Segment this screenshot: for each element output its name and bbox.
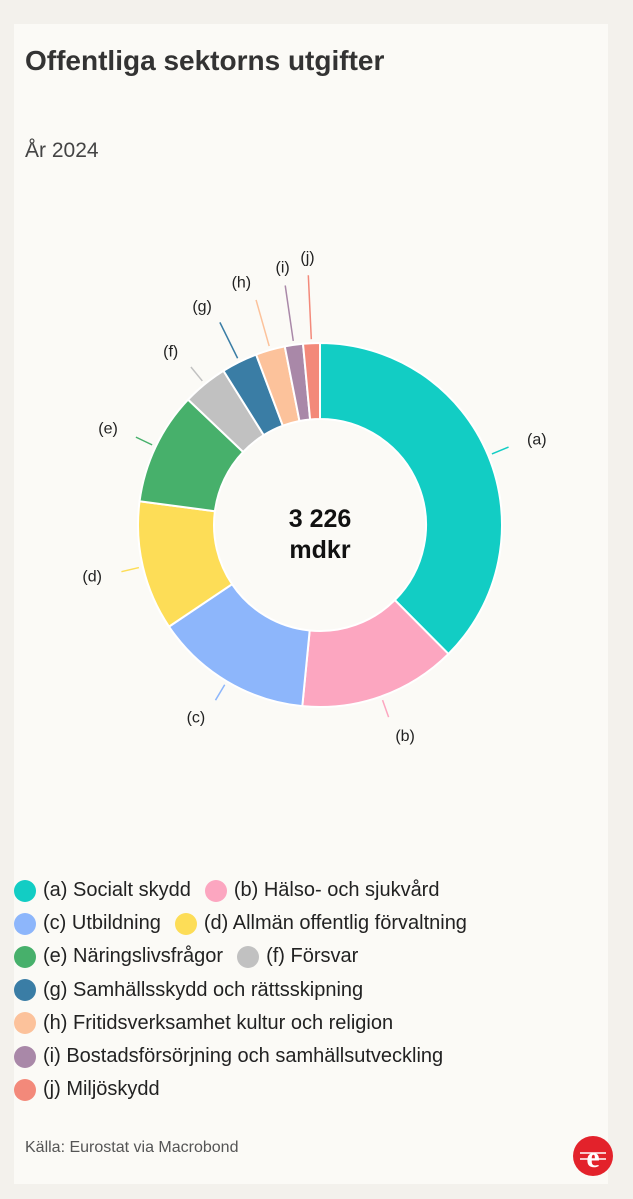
legend-item-e: (e) Näringslivsfrågor	[14, 945, 223, 968]
legend-swatch-j	[14, 1078, 36, 1101]
legend: (a) Socialt skydd (b) Hälso- och sjukvår…	[14, 874, 614, 1106]
center-label-unit: mdkr	[289, 536, 350, 564]
chart-card	[14, 24, 608, 1184]
legend-label-b: (b) Hälso- och sjukvård	[233, 879, 440, 902]
e-logo-icon: e	[573, 1136, 613, 1176]
legend-item-b: (b) Hälso- och sjukvård	[204, 879, 440, 902]
legend-swatch-d	[174, 912, 197, 935]
legend-label-a: (a) Socialt skydd	[43, 879, 191, 902]
legend-row: (g) Samhällsskydd och rättsskipning	[14, 974, 614, 1007]
legend-label-i: (i) Bostadsförsörjning och samhällsutvec…	[43, 1045, 444, 1068]
leader-line-a	[491, 446, 509, 455]
legend-swatch-h	[14, 1012, 36, 1035]
legend-swatch-e	[14, 945, 36, 968]
leader-line-b	[381, 699, 390, 718]
legend-label-h: (h) Fritidsverksamhet kultur och religio…	[43, 1011, 394, 1034]
legend-swatch-c	[14, 912, 36, 935]
slice-label-h: (h)	[232, 275, 252, 292]
legend-row: (e) Näringslivsfrågor (f) Försvar	[14, 940, 614, 973]
legend-item-i: (i) Bostadsförsörjning och samhällsutvec…	[14, 1045, 443, 1068]
legend-swatch-a	[14, 879, 36, 902]
legend-row: (h) Fritidsverksamhet kultur och religio…	[14, 1007, 614, 1040]
legend-row: (i) Bostadsförsörjning och samhällsutvec…	[14, 1040, 614, 1073]
donut-chart: (a) (b) (c) (d) (e) (f) (g) (h) (i) (j) 3 226 mdk…	[82, 249, 547, 745]
leader-line-e	[135, 436, 153, 446]
leader-line-i	[284, 285, 295, 342]
legend-label-f: (f) Försvar	[266, 945, 359, 968]
source-value: Eurostat via Macrobond	[69, 1139, 239, 1156]
legend-swatch-g	[14, 979, 36, 1002]
svg-text:e: e	[586, 1141, 599, 1174]
chart-title: Offentliga sektorns utgifter	[25, 45, 385, 76]
slice-label-b: (b)	[395, 728, 415, 745]
source-note: Källa: Eurostat via Macrobond	[25, 1139, 238, 1157]
source-key: Källa:	[25, 1139, 66, 1156]
legend-swatch-f	[237, 945, 260, 968]
legend-label-j: (j) Miljöskydd	[43, 1078, 160, 1101]
leader-line-c	[214, 684, 226, 701]
slice-j	[301, 341, 321, 421]
leader-line-j	[307, 275, 313, 340]
legend-label-e: (e) Näringslivsfrågor	[43, 945, 224, 968]
slice-label-c: (c)	[187, 709, 206, 726]
slice-label-f: (f)	[163, 344, 178, 361]
legend-label-d: (d) Allmän offentlig förvaltning	[203, 912, 467, 935]
slice-label-i: (i)	[276, 260, 290, 277]
leader-line-d	[121, 566, 140, 573]
legend-item-h: (h) Fritidsverksamhet kultur och religio…	[14, 1012, 393, 1035]
legend-item-c: (c) Utbildning	[14, 912, 161, 935]
slice-a	[319, 341, 503, 656]
legend-item-d: (d) Allmän offentlig förvaltning	[174, 912, 467, 935]
legend-swatch-b	[204, 879, 227, 902]
chart-subtitle: År 2024	[25, 139, 99, 162]
legend-item-f: (f) Försvar	[237, 945, 358, 968]
leader-line-h	[255, 299, 270, 347]
leader-line-f	[190, 366, 203, 382]
slice-label-d: (d)	[82, 568, 102, 585]
slice-label-a: (a)	[527, 431, 547, 448]
legend-swatch-i	[14, 1045, 36, 1068]
leader-line-g	[219, 322, 239, 359]
legend-item-j: (j) Miljöskydd	[14, 1078, 160, 1101]
slice-label-g: (g)	[192, 298, 212, 315]
legend-label-g: (g) Samhällsskydd och rättsskipning	[43, 978, 364, 1001]
legend-item-g: (g) Samhällsskydd och rättsskipning	[14, 979, 363, 1002]
legend-label-c: (c) Utbildning	[43, 912, 161, 935]
legend-row: (j) Miljöskydd	[14, 1073, 614, 1106]
legend-item-a: (a) Socialt skydd	[14, 879, 191, 902]
slice-label-j: (j)	[300, 249, 314, 266]
legend-row: (c) Utbildning (d) Allmän offentlig förv…	[14, 907, 614, 940]
center-label-value: 3 226	[289, 505, 352, 533]
legend-row: (a) Socialt skydd (b) Hälso- och sjukvår…	[14, 874, 614, 907]
slice-label-e: (e)	[98, 421, 118, 438]
